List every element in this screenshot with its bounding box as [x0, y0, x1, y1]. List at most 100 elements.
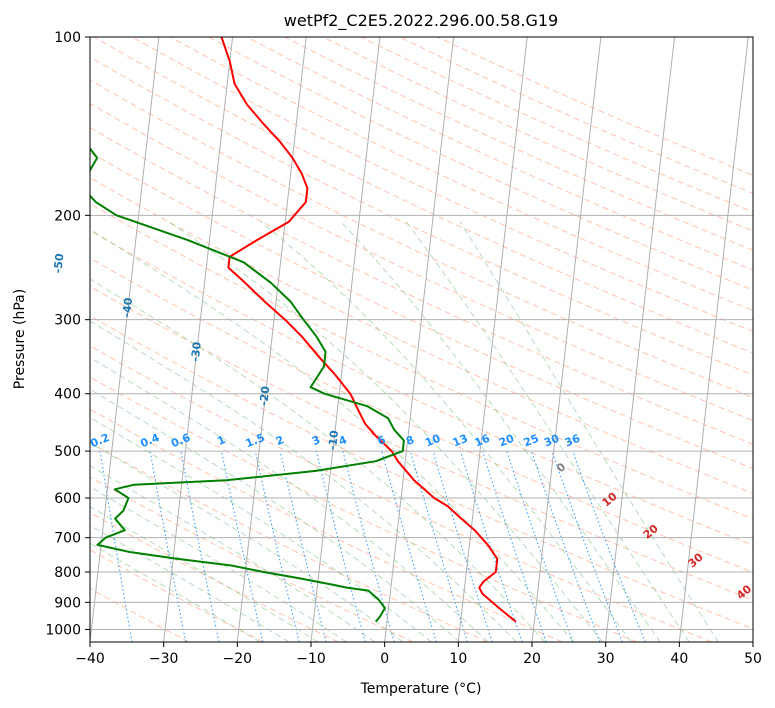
- dry-adiabat: [246, 37, 753, 271]
- mixing-ratio-line: [254, 450, 300, 642]
- mixing-ratio-label: 16: [473, 432, 492, 450]
- isotherm-line: [678, 37, 749, 642]
- moist-adiabat: [90, 486, 347, 642]
- mixing-ratio-line: [459, 450, 523, 642]
- mixing-ratio-line: [220, 450, 264, 642]
- moist-adiabat: [90, 524, 290, 642]
- mixing-ratio-line: [180, 450, 220, 642]
- background-lines: [90, 37, 753, 642]
- moist-adiabat: [90, 442, 404, 642]
- y-tick-label: 100: [54, 30, 81, 46]
- moist-adiabat: [90, 542, 261, 642]
- dry-adiabat: [90, 315, 753, 630]
- isotherm-line: [236, 37, 307, 642]
- mixing-ratio-label: 8: [404, 433, 416, 448]
- mixing-ratio-label: 2: [274, 433, 286, 448]
- dry-adiabat: [90, 286, 753, 601]
- plot-frame: [89, 36, 754, 643]
- mixing-ratio-label: 36: [563, 432, 582, 450]
- mixing-ratio-line: [551, 450, 623, 642]
- mixing-ratio-line: [481, 450, 547, 642]
- mixing-ratio-line: [506, 450, 574, 642]
- x-tick-label: −20: [223, 651, 253, 667]
- dry-adiabat: [208, 37, 753, 291]
- isotherm-label: -10: [326, 429, 341, 451]
- y-axis: 100 200 300 400 500 600 700 800 900 1000: [45, 30, 90, 638]
- dry-adiabat: [170, 37, 753, 312]
- dry-adiabat: [132, 37, 753, 333]
- dry-adiabat: [93, 37, 753, 354]
- mixing-ratio-line: [315, 450, 366, 642]
- isotherm-line: [531, 37, 602, 642]
- y-tick-label: 400: [54, 387, 81, 403]
- mixing-ratio-line: [279, 450, 327, 642]
- y-axis-label: Pressure (hPa): [12, 289, 28, 389]
- x-tick-label: −40: [75, 651, 105, 667]
- sounding-profiles: [90, 37, 517, 623]
- dry-adiabat: [90, 127, 753, 445]
- mixing-ratio-line: [149, 451, 187, 642]
- isotherm-line: [457, 37, 528, 642]
- x-tick-label: 20: [523, 651, 541, 667]
- line-labels: -100-90-80-70-60-50-40-30-20-100.20.40.6…: [51, 252, 754, 602]
- moist-adiabat: [90, 320, 517, 642]
- mixing-ratio-label: 13: [451, 432, 470, 450]
- y-tick-label: 1000: [45, 622, 81, 638]
- y-tick-label: 700: [54, 531, 81, 547]
- moist-adiabat: [405, 221, 690, 642]
- y-tick-label: 900: [54, 595, 81, 611]
- isotherm-line: [384, 37, 455, 642]
- moist-adiabat: [459, 221, 719, 642]
- mixing-ratio-label: 1: [215, 433, 227, 448]
- mixing-ratio-line: [530, 450, 601, 642]
- y-tick-label: 300: [54, 313, 81, 329]
- pressure-gridlines: [90, 37, 753, 630]
- moist-adiabat: [168, 221, 603, 642]
- isotherm-line: [605, 37, 676, 642]
- dry-adiabat: [90, 102, 753, 422]
- isotherm-label: -30: [189, 341, 204, 363]
- dry-adiabat: [90, 408, 563, 642]
- temperature-profile-line: [220, 37, 517, 623]
- moist-adiabat: [90, 356, 489, 642]
- dewpoint-profile-line: [90, 146, 405, 623]
- dry-adiabat: [284, 37, 753, 251]
- y-tick-label: 200: [54, 208, 81, 224]
- mixing-ratio-label: 30: [542, 432, 561, 450]
- isotherm-line: [163, 37, 234, 642]
- moist-adiabat: [340, 221, 661, 642]
- moist-adiabat: [260, 221, 632, 642]
- dry-adiabat: [322, 37, 753, 232]
- moist-adiabat: [90, 505, 319, 642]
- dry-adiabat: [90, 257, 753, 573]
- x-tick-label: 0: [380, 651, 389, 667]
- x-tick-label: 30: [597, 651, 615, 667]
- isotherm-label: -40: [120, 297, 135, 319]
- dry-adiabat: [90, 512, 339, 642]
- y-tick-label: 800: [54, 565, 81, 581]
- isotherm-line: [310, 37, 381, 642]
- dry-adiabat: [360, 37, 753, 213]
- x-tick-label: −30: [149, 651, 179, 667]
- moist-adiabat: [90, 278, 546, 642]
- moist-adiabat: [90, 465, 376, 642]
- x-tick-label: 10: [449, 651, 467, 667]
- y-tick-label: 600: [54, 491, 81, 507]
- dry-adiabat: [90, 56, 753, 376]
- dry-adiabat: [90, 441, 488, 642]
- mixing-ratio-label: 3: [310, 433, 322, 448]
- mixing-ratio-label: 20: [497, 432, 516, 450]
- x-tick-label: −10: [296, 651, 326, 667]
- mixing-ratio-line: [409, 450, 469, 642]
- mixing-ratio-line: [432, 450, 493, 642]
- isotherm-label: -50: [51, 252, 66, 274]
- chart-title: wetPf2_C2E5.2022.296.00.58.G19: [284, 11, 558, 31]
- x-axis-label: Temperature (°C): [360, 681, 482, 697]
- x-tick-label: 40: [670, 651, 688, 667]
- x-tick-label: 50: [744, 651, 762, 667]
- mixing-ratio-label: 10: [423, 432, 442, 450]
- x-axis: −40 −30 −20 −10 0 10 20 30 40 50: [75, 642, 762, 667]
- y-tick-label: 500: [54, 444, 81, 460]
